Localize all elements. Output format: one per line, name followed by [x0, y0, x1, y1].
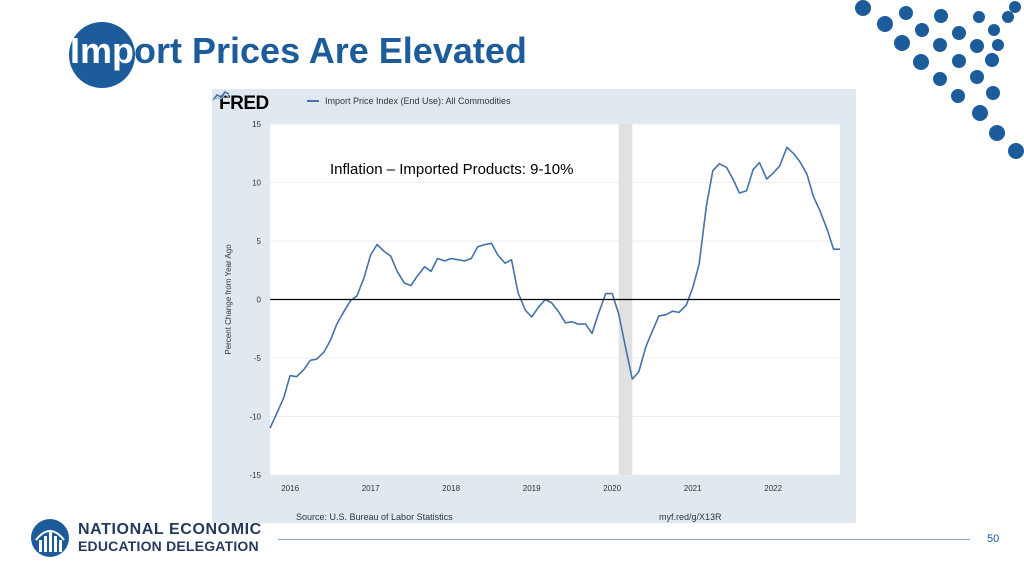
page-number: 50	[987, 533, 1000, 545]
title-accent-circle	[69, 22, 135, 88]
fred-logo: FRED	[219, 93, 269, 114]
x-tick-label: 2016	[281, 484, 299, 493]
org-name: NATIONAL ECONOMIC EDUCATION DELEGATION	[78, 521, 262, 555]
title-highlight: Imp	[70, 30, 135, 71]
x-tick-label: 2022	[764, 484, 782, 493]
title-rest: ort Prices Are Elevated	[134, 30, 527, 71]
page-title: Import Prices Are Elevated	[70, 30, 527, 72]
chart-canvas: 15 10 5 0 -5 -10 -15 2016 2017 2018 2019 2020 2021 20…	[224, 120, 840, 493]
x-tick-label: 2017	[362, 484, 380, 493]
x-tick-label: 2019	[523, 484, 541, 493]
x-tick-label: 2020	[603, 484, 621, 493]
legend-swatch	[307, 100, 319, 102]
y-tick-label: -5	[254, 354, 262, 363]
org-name-line1: NATIONAL ECONOMIC	[78, 521, 262, 538]
org-name-line2: EDUCATION DELEGATION	[78, 538, 259, 554]
x-tick-label: 2018	[442, 484, 460, 493]
series-line	[269, 146, 840, 429]
decorative-dot-pattern	[855, 0, 1024, 159]
footer-divider	[278, 539, 970, 540]
legend-label: Import Price Index (End Use): All Commod…	[325, 96, 511, 106]
y-tick-label: 5	[257, 237, 262, 246]
chart-legend: Import Price Index (End Use): All Commod…	[307, 96, 511, 106]
fred-sparkline-icon	[212, 90, 230, 101]
fred-chart: 15 10 5 0 -5 -10 -15 2016 2017 2018 2019 2020 2021 20…	[212, 89, 856, 523]
chart-source: Source: U.S. Bureau of Labor Statistics	[296, 512, 453, 522]
chart-annotation: Inflation – Imported Products: 9-10%	[328, 161, 576, 178]
y-tick-label: 15	[252, 120, 261, 129]
y-axis-label: Percent Change from Year Ago	[224, 244, 233, 355]
y-tick-label: -10	[249, 413, 261, 422]
ned-logo-icon	[31, 519, 69, 557]
y-tick-label: 0	[257, 296, 262, 305]
y-tick-label: -15	[249, 471, 261, 480]
x-tick-label: 2021	[684, 484, 702, 493]
chart-url[interactable]: myf.red/g/X13R	[659, 512, 722, 522]
y-tick-label: 10	[252, 179, 261, 188]
